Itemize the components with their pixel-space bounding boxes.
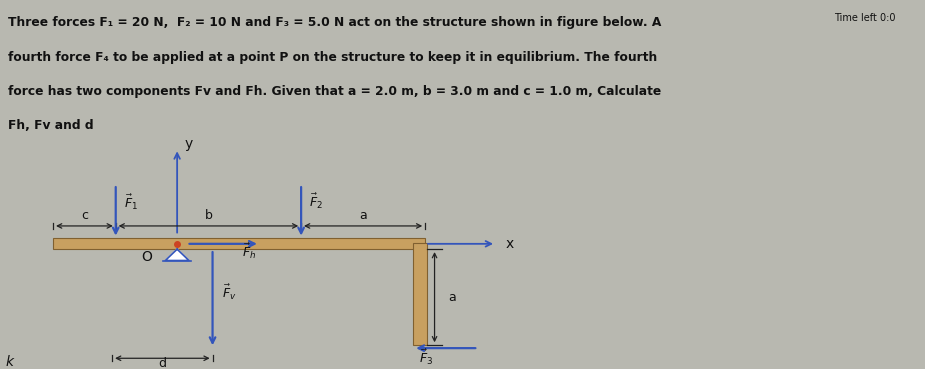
Text: $\vec{F}_3$: $\vec{F}_3$ [419, 348, 434, 367]
Bar [413, 243, 427, 345]
Text: d: d [158, 356, 166, 369]
Text: a: a [449, 291, 456, 304]
Text: O: O [142, 249, 153, 263]
Text: $\vec{F}_v$: $\vec{F}_v$ [222, 282, 237, 301]
Text: k: k [6, 355, 14, 369]
Text: Time left 0:0: Time left 0:0 [834, 13, 895, 24]
Text: $\vec{F}_1$: $\vec{F}_1$ [124, 193, 138, 212]
Text: $\vec{F}_h$: $\vec{F}_h$ [242, 242, 256, 261]
Bar [53, 238, 426, 249]
Text: a: a [359, 209, 367, 222]
Text: c: c [80, 209, 88, 222]
Text: b: b [204, 209, 213, 222]
Text: force has two components Fv and Fh. Given that a = 2.0 m, b = 3.0 m and c = 1.0 : force has two components Fv and Fh. Give… [8, 85, 661, 98]
Polygon shape [166, 249, 189, 261]
Text: Three forces F₁ = 20 N,  F₂ = 10 N and F₃ = 5.0 N act on the structure shown in : Three forces F₁ = 20 N, F₂ = 10 N and F₃… [8, 16, 661, 30]
Text: $\vec{F}_2$: $\vec{F}_2$ [309, 192, 324, 211]
Text: x: x [505, 237, 513, 251]
Text: y: y [184, 137, 192, 151]
Text: fourth force F₄ to be applied at a point P on the structure to keep it in equili: fourth force F₄ to be applied at a point… [8, 51, 658, 63]
Text: Fh, Fv and d: Fh, Fv and d [8, 119, 94, 132]
